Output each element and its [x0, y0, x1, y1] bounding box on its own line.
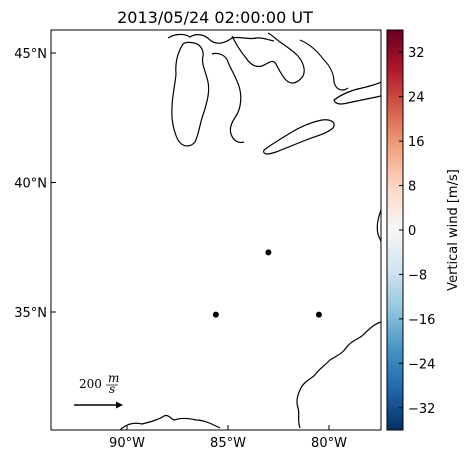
lake-huron-outline [231, 32, 305, 84]
colorbar-tick-label: 32 [408, 46, 425, 61]
lake-ontario-outline [333, 81, 381, 105]
colorbar-tick-label: −8 [408, 268, 427, 283]
colorbar-tick-label: 0 [408, 224, 416, 239]
colorbar-label: Vertical wind [m/s] [446, 169, 461, 291]
lat-tick-label: 45°N [14, 47, 47, 62]
colorbar: 32 24 16 8 0 −8 −16 −24 −32 Vertical wind [m/s] [386, 29, 461, 431]
lake-michigan-outline [171, 41, 210, 147]
scale-arrow-unit-numerator: m [108, 371, 119, 385]
scale-arrow-head [116, 401, 123, 409]
gulf-coast [119, 414, 221, 430]
colorbar-tick-label: 16 [408, 135, 425, 150]
lat-tick-label: 40°N [14, 177, 47, 192]
colorbar-tick-label: −16 [408, 313, 435, 328]
lake-erie-outline [263, 119, 335, 155]
colorbar-tick-label: 8 [408, 180, 416, 195]
atlantic-coast [296, 321, 381, 429]
colorbar-tick-label: −24 [408, 357, 435, 372]
lon-tick-label: 90°W [109, 436, 145, 451]
station-dot [265, 249, 272, 256]
georgian-bay-shore [299, 39, 349, 91]
station-dot [212, 311, 219, 318]
lon-tick-label: 80°W [311, 436, 347, 451]
colorbar-tick-label: −32 [408, 402, 435, 417]
scale-arrow: 200 m s [74, 371, 123, 409]
chesapeake-coast [376, 209, 381, 243]
coastlines [119, 32, 381, 430]
lon-tick-label: 85°W [210, 436, 246, 451]
station-dot [315, 311, 322, 318]
plot-title: 2013/05/24 02:00:00 UT [117, 8, 313, 27]
station-markers [212, 249, 322, 318]
colorbar-ticks: 32 24 16 8 0 −8 −16 −24 −32 [399, 46, 435, 417]
axis-ticks [51, 52, 330, 430]
upper-peninsula-shore [167, 33, 275, 44]
michigan-lower-east-shore [211, 52, 245, 144]
map-frame [50, 29, 382, 431]
scale-arrow-value: 200 [79, 377, 102, 391]
lat-tick-label: 35°N [14, 306, 47, 321]
colorbar-tick-label: 24 [408, 91, 425, 106]
scale-arrow-unit-denominator: s [109, 382, 115, 396]
axis-labels: 45°N 40°N 35°N 90°W 85°W 80°W [14, 47, 347, 451]
